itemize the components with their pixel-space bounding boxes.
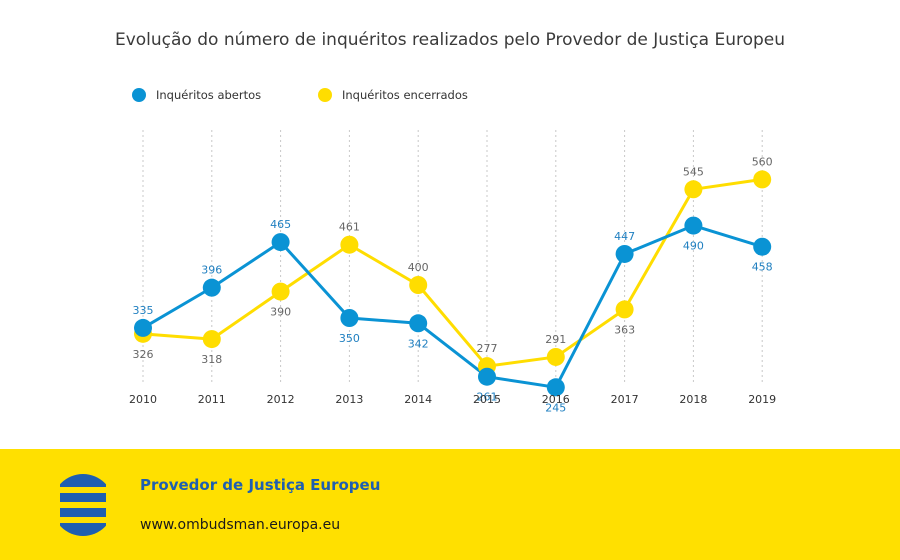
data-point-abertos-2015 — [478, 367, 496, 386]
data-label-abertos-2014: 342 — [408, 337, 429, 350]
x-tick-label-2012: 2012 — [267, 393, 295, 406]
data-label-abertos-2013: 350 — [339, 332, 360, 345]
data-point-encerrados-2017 — [615, 300, 634, 319]
data-point-encerrados-2016 — [546, 347, 565, 366]
data-label-encerrados-2012: 390 — [270, 306, 291, 319]
footer-organization-name: Provedor de Justiça Europeu — [140, 476, 381, 494]
legend-label-abertos: Inquéritos abertos — [156, 88, 262, 102]
data-point-abertos-2016 — [546, 378, 565, 397]
x-tick-label-2018: 2018 — [679, 393, 707, 406]
data-label-encerrados-2013: 461 — [339, 221, 360, 234]
legend-item-encerrados: Inquéritos encerrados — [318, 88, 468, 102]
data-point-abertos-2019 — [753, 237, 772, 256]
legend-label-encerrados: Inquéritos encerrados — [342, 88, 468, 102]
data-label-encerrados-2014: 400 — [408, 261, 429, 274]
data-point-encerrados-2014 — [409, 276, 428, 294]
x-tick-label-2010: 2010 — [129, 393, 157, 406]
legend-item-abertos: Inquéritos abertos — [132, 88, 261, 102]
x-tick-label-2016: 2016 — [542, 393, 570, 406]
data-point-encerrados-2011 — [202, 330, 221, 349]
legend-swatch-abertos — [132, 88, 146, 102]
data-point-abertos-2013 — [340, 309, 359, 327]
data-label-abertos-2018: 490 — [683, 240, 704, 253]
data-label-abertos-2019: 458 — [752, 261, 773, 274]
series-line-encerrados — [142, 177, 763, 368]
data-label-encerrados-2015: 277 — [477, 342, 498, 355]
data-label-encerrados-2010: 326 — [133, 348, 154, 361]
data-point-abertos-2014 — [409, 314, 428, 333]
footer-banner: Provedor de Justiça Europeu www.ombudsma… — [0, 449, 900, 560]
data-point-abertos-2018 — [684, 216, 703, 235]
legend: Inquéritos abertos Inquéritos encerrados — [0, 88, 900, 108]
data-label-abertos-2015: 261 — [477, 391, 498, 404]
data-label-abertos-2010: 335 — [133, 304, 154, 317]
european-ombudsman-logo-icon — [52, 474, 114, 536]
data-label-encerrados-2018: 545 — [683, 165, 704, 178]
series-line-abertos — [142, 224, 763, 389]
data-label-encerrados-2019: 560 — [752, 155, 773, 168]
data-label-abertos-2017: 447 — [614, 230, 635, 243]
data-point-abertos-2011 — [202, 278, 221, 297]
line-chart: 3353263963184653903504613424002612772452… — [129, 130, 776, 414]
x-tick-label-2017: 2017 — [611, 393, 639, 406]
data-point-encerrados-2019 — [753, 170, 772, 189]
footer-website-link[interactable]: www.ombudsman.europa.eu — [140, 517, 341, 533]
data-label-abertos-2011: 396 — [201, 264, 222, 277]
data-point-encerrados-2012 — [271, 282, 290, 301]
data-point-encerrados-2018 — [684, 180, 703, 199]
data-point-abertos-2017 — [615, 244, 634, 263]
data-point-abertos-2010 — [134, 318, 152, 337]
data-label-abertos-2016: 245 — [545, 401, 566, 414]
data-point-encerrados-2013 — [340, 235, 359, 254]
data-label-encerrados-2011: 318 — [201, 353, 222, 366]
chart-title: Evolução do número de inquéritos realiza… — [114, 30, 786, 50]
x-tick-label-2013: 2013 — [335, 393, 363, 406]
data-label-encerrados-2016: 291 — [545, 333, 566, 346]
data-label-encerrados-2017: 363 — [614, 323, 635, 336]
x-tick-label-2011: 2011 — [198, 393, 226, 406]
data-point-abertos-2012 — [271, 233, 290, 252]
x-tick-label-2014: 2014 — [404, 393, 432, 406]
x-tick-label-2015: 2015 — [473, 393, 501, 406]
data-label-abertos-2012: 465 — [270, 218, 291, 231]
legend-swatch-encerrados — [318, 88, 332, 102]
x-tick-label-2019: 2019 — [748, 393, 776, 406]
